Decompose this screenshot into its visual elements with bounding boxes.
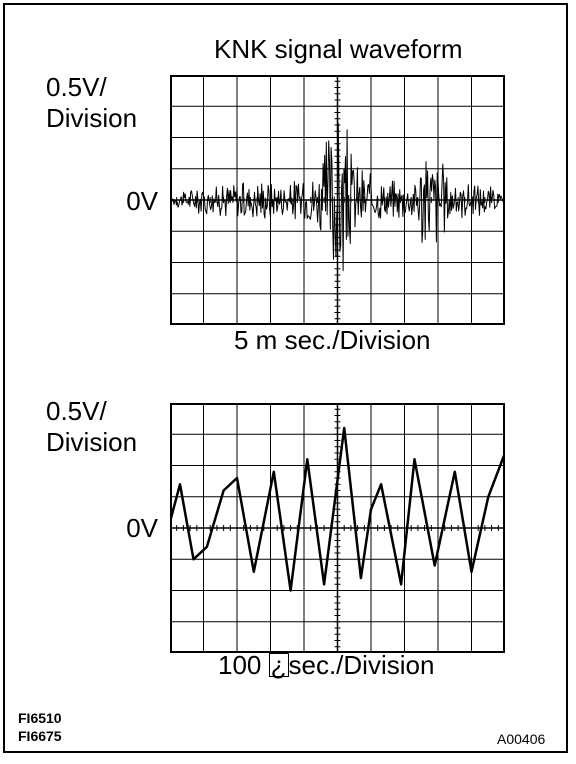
- reference-code: A00406: [497, 731, 546, 747]
- waveform-trace: [170, 426, 505, 592]
- figure-code-2: FI6675: [18, 728, 62, 744]
- figure-title: KNK signal waveform: [214, 34, 463, 64]
- top-zero-label: 0V: [126, 186, 158, 216]
- waveform-trace: [170, 122, 505, 272]
- bottom-zero-label: 0V: [126, 513, 158, 543]
- figure-code-1: FI6510: [18, 710, 62, 726]
- bottom-oscilloscope-plot: [170, 403, 505, 653]
- bottom-time-base-suffix: sec./Division: [288, 650, 435, 680]
- bottom-time-base-label: 100 ¿sec./Division: [218, 652, 434, 678]
- top-volts-unit: Division: [46, 103, 138, 133]
- top-volts-per-division-label: 0.5V/ Division: [46, 72, 137, 134]
- bottom-time-base-symbol: ¿: [268, 650, 289, 680]
- top-oscilloscope-plot: [170, 75, 505, 325]
- top-volts-value: 0.5V/: [46, 72, 107, 102]
- bottom-volts-unit: Division: [46, 427, 138, 457]
- bottom-time-base-prefix: 100: [218, 650, 269, 680]
- bottom-volts-per-division-label: 0.5V/ Division: [46, 396, 137, 458]
- bottom-volts-value: 0.5V/: [46, 396, 107, 426]
- top-time-base-label: 5 m sec./Division: [234, 325, 431, 355]
- figure-frame: [3, 3, 568, 753]
